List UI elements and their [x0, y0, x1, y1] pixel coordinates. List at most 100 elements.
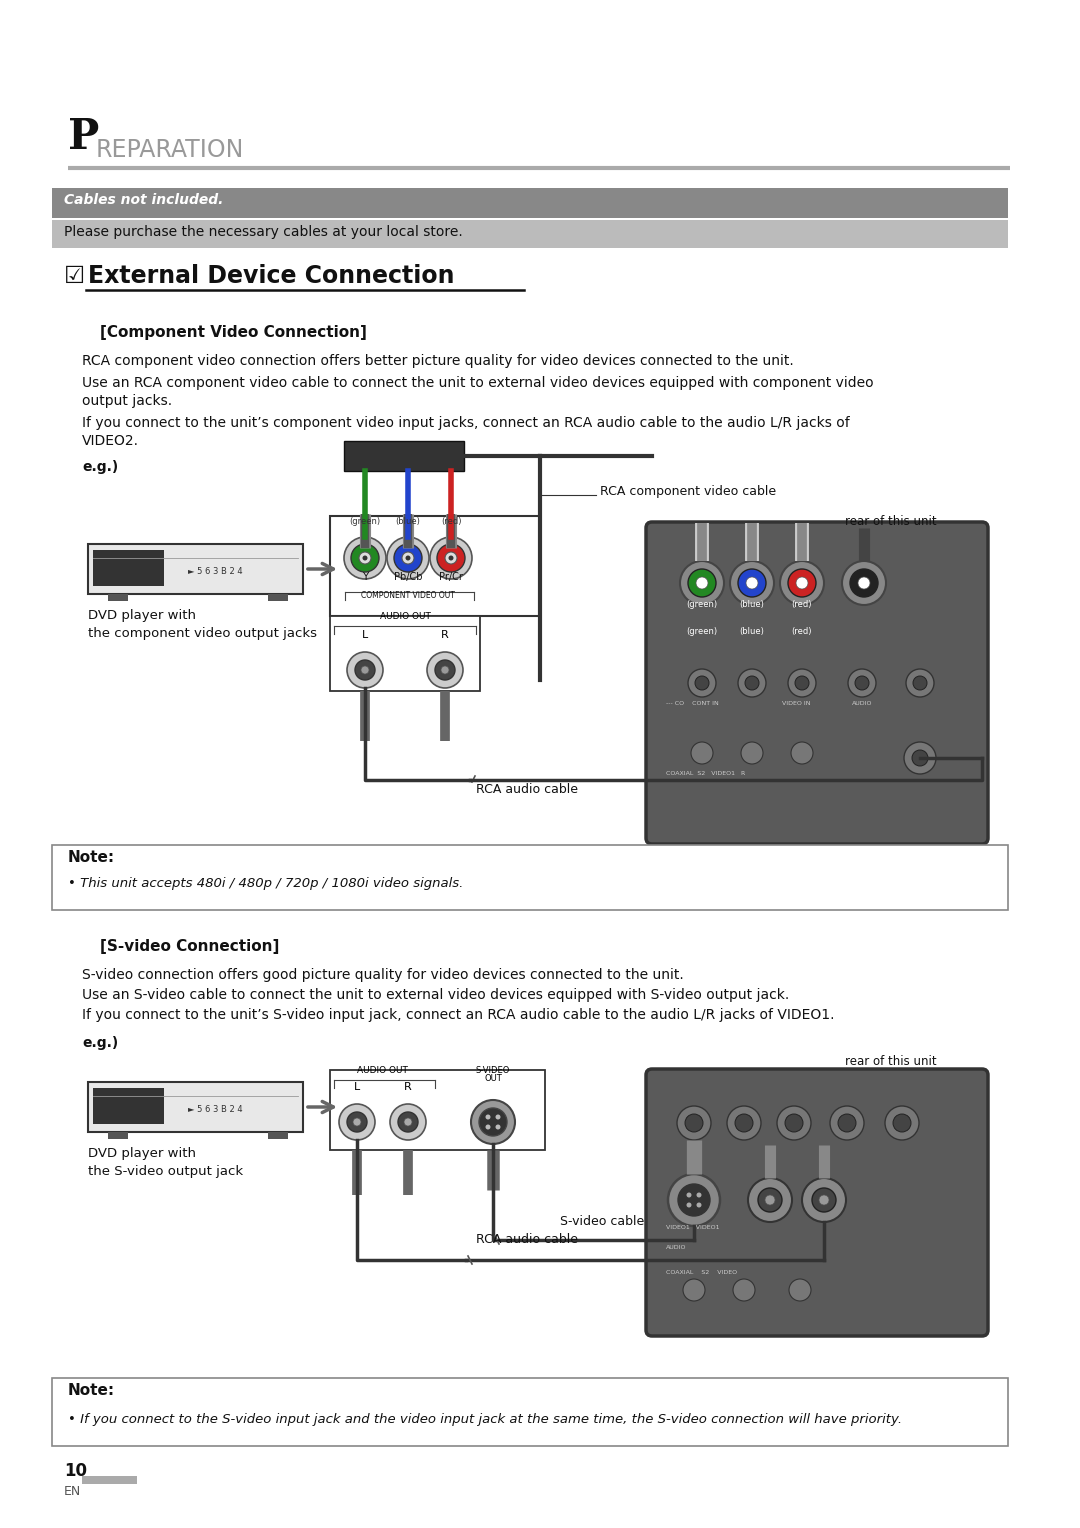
FancyBboxPatch shape [93, 550, 164, 587]
Circle shape [748, 1178, 792, 1222]
Text: • If you connect to the S-video input jack and the video input jack at the same : • If you connect to the S-video input ja… [68, 1413, 902, 1426]
Text: Please purchase the necessary cables at your local store.: Please purchase the necessary cables at … [64, 225, 462, 238]
Text: --- CO    CONT IN: --- CO CONT IN [666, 701, 719, 706]
Circle shape [683, 1279, 705, 1300]
Circle shape [831, 1106, 864, 1140]
Text: [Component Video Connection]: [Component Video Connection] [100, 325, 367, 341]
Circle shape [850, 568, 878, 597]
FancyBboxPatch shape [108, 594, 129, 601]
Circle shape [471, 1100, 515, 1144]
Text: Use an RCA component video cable to connect the unit to external video devices e: Use an RCA component video cable to conn… [82, 376, 874, 390]
Text: (green): (green) [350, 516, 380, 526]
Text: (red): (red) [792, 626, 812, 636]
Circle shape [746, 578, 758, 588]
FancyBboxPatch shape [93, 1088, 164, 1125]
Text: RCA audio cable: RCA audio cable [476, 782, 578, 796]
Circle shape [353, 1118, 361, 1126]
FancyBboxPatch shape [345, 442, 464, 471]
Text: Note:: Note: [68, 1383, 116, 1398]
Circle shape [347, 652, 383, 688]
Text: RCA component video connection offers better picture quality for video devices c: RCA component video connection offers be… [82, 354, 794, 368]
Text: Pb/Cb: Pb/Cb [394, 571, 422, 582]
FancyBboxPatch shape [52, 845, 1008, 911]
Text: COAXIAL    S2    VIDEO: COAXIAL S2 VIDEO [666, 1270, 738, 1274]
Text: S-video connection offers good picture quality for video devices connected to th: S-video connection offers good picture q… [82, 969, 684, 983]
Text: e.g.): e.g.) [82, 460, 118, 474]
Circle shape [394, 544, 422, 571]
Circle shape [802, 1178, 846, 1222]
Text: RCA audio cable: RCA audio cable [476, 1233, 578, 1245]
Circle shape [893, 1114, 912, 1132]
Circle shape [735, 1114, 753, 1132]
Circle shape [496, 1125, 500, 1129]
Circle shape [437, 544, 465, 571]
Text: AUDIO OUT: AUDIO OUT [356, 1067, 407, 1076]
Text: EN: EN [64, 1485, 81, 1497]
Text: Use an S-video cable to connect the unit to external video devices equipped with: Use an S-video cable to connect the unit… [82, 989, 789, 1002]
Circle shape [788, 568, 816, 597]
Text: rear of this unit: rear of this unit [845, 515, 936, 529]
Text: (green): (green) [687, 601, 717, 610]
Circle shape [399, 1112, 418, 1132]
FancyBboxPatch shape [646, 523, 988, 843]
Circle shape [913, 675, 927, 691]
FancyBboxPatch shape [330, 1070, 545, 1151]
Circle shape [819, 1195, 829, 1206]
Circle shape [812, 1187, 836, 1212]
Circle shape [688, 568, 716, 597]
Text: AUDIO: AUDIO [666, 1245, 687, 1250]
Circle shape [838, 1114, 856, 1132]
Text: RCA component video cable: RCA component video cable [600, 484, 777, 498]
Circle shape [738, 669, 766, 697]
Circle shape [486, 1125, 490, 1129]
Circle shape [404, 1118, 411, 1126]
Circle shape [885, 1106, 919, 1140]
Text: (blue): (blue) [740, 601, 765, 610]
Text: (red): (red) [792, 601, 812, 610]
Circle shape [363, 556, 367, 561]
Circle shape [435, 660, 455, 680]
Circle shape [727, 1106, 761, 1140]
Circle shape [691, 743, 713, 764]
Text: Pr/Cr: Pr/Cr [440, 571, 463, 582]
Text: L: L [362, 630, 368, 640]
Circle shape [780, 561, 824, 605]
Text: (blue): (blue) [740, 626, 765, 636]
Circle shape [733, 1279, 755, 1300]
Circle shape [785, 1114, 804, 1132]
Text: P: P [68, 116, 99, 157]
Circle shape [359, 552, 372, 564]
Circle shape [351, 544, 379, 571]
Circle shape [339, 1105, 375, 1140]
Circle shape [445, 552, 457, 564]
Circle shape [480, 1108, 507, 1135]
Text: AUDIO: AUDIO [852, 701, 873, 706]
Text: ☑: ☑ [64, 264, 93, 287]
Text: S-VIDEO: S-VIDEO [476, 1067, 510, 1076]
FancyBboxPatch shape [268, 1132, 288, 1138]
Circle shape [680, 561, 724, 605]
Circle shape [678, 1184, 710, 1216]
FancyBboxPatch shape [52, 220, 1008, 248]
FancyBboxPatch shape [52, 1378, 1008, 1445]
Circle shape [387, 536, 429, 579]
Circle shape [741, 743, 762, 764]
Circle shape [347, 1112, 367, 1132]
Circle shape [486, 1114, 490, 1120]
Text: 10: 10 [64, 1462, 87, 1481]
Circle shape [697, 1192, 702, 1198]
Circle shape [777, 1106, 811, 1140]
Text: ► 5 6 3 B 2 4: ► 5 6 3 B 2 4 [188, 1105, 242, 1114]
Circle shape [745, 675, 759, 691]
Text: L: L [354, 1082, 360, 1093]
Text: ► 5 6 3 B 2 4: ► 5 6 3 B 2 4 [188, 567, 242, 576]
Text: (green): (green) [687, 626, 717, 636]
FancyBboxPatch shape [646, 1070, 988, 1335]
Circle shape [696, 578, 708, 588]
Text: OUT: OUT [484, 1074, 502, 1083]
Text: COMPONENT VIDEO OUT: COMPONENT VIDEO OUT [361, 591, 455, 601]
Circle shape [345, 536, 386, 579]
Circle shape [858, 578, 870, 588]
Circle shape [788, 669, 816, 697]
Circle shape [906, 669, 934, 697]
